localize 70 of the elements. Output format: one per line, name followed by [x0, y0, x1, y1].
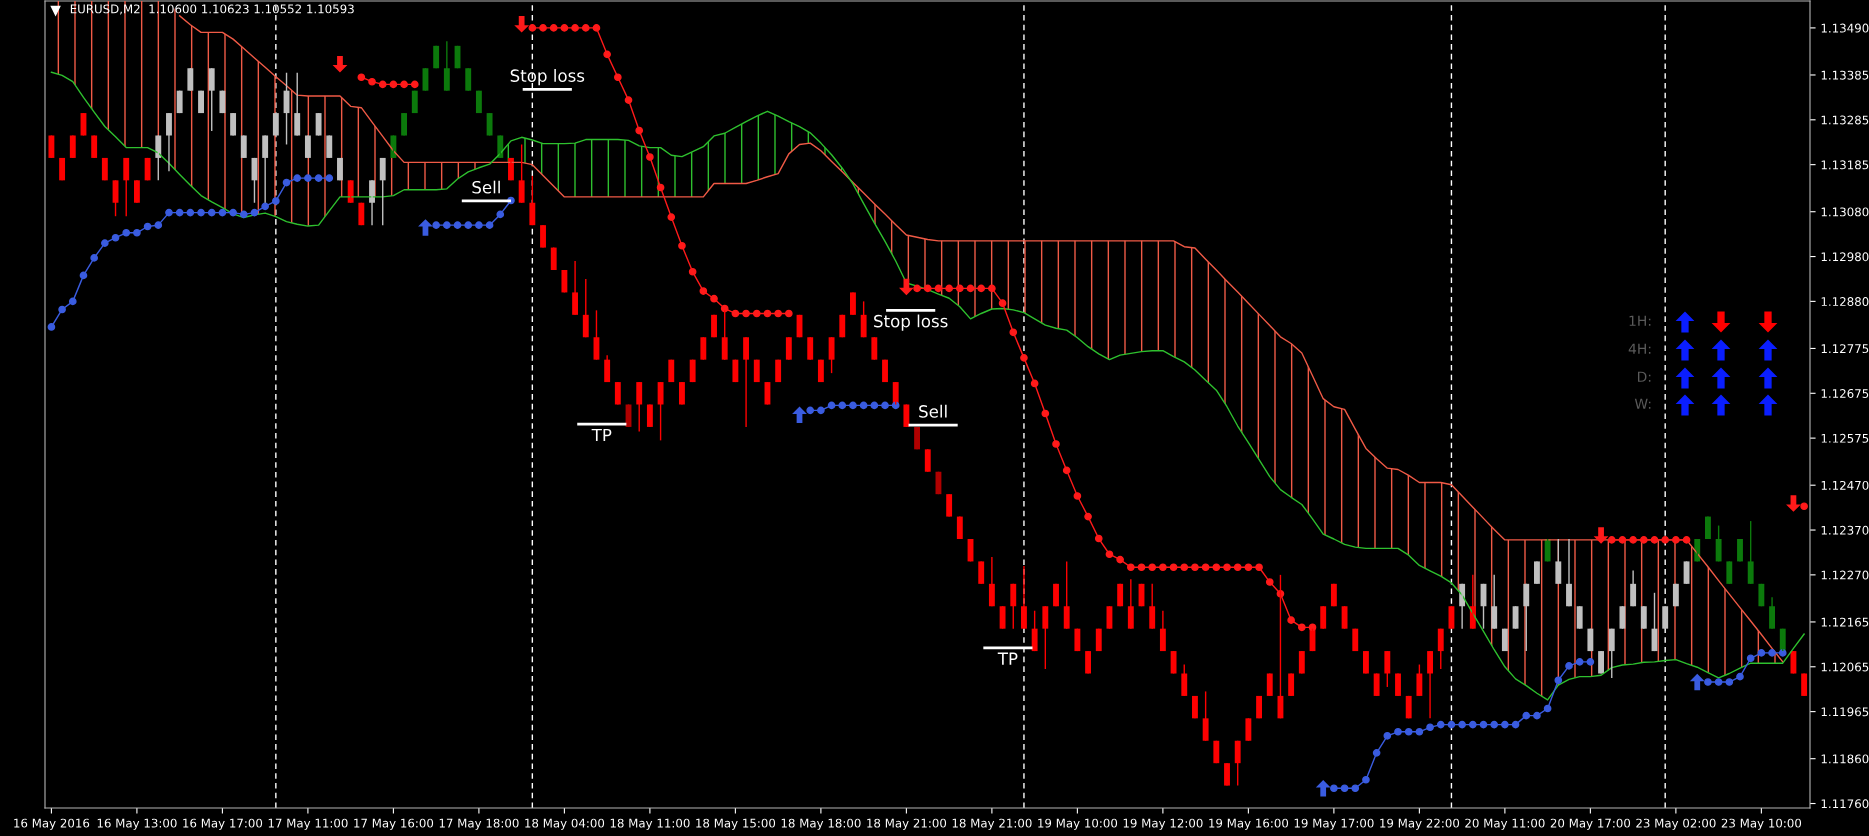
x-tick-label: 16 May 13:00 [97, 818, 177, 830]
annotation: TP [997, 652, 1018, 665]
candlestick [1117, 583, 1124, 607]
candlestick [454, 45, 461, 69]
x-tick-label: 18 May 18:00 [781, 818, 861, 830]
y-tick-label: 1.12575 [1821, 433, 1869, 443]
candlestick [1213, 740, 1220, 764]
point [1315, 780, 1331, 797]
candlestick [1138, 583, 1145, 607]
annotation: W: [1634, 398, 1651, 409]
y-tick-label: 1.12775 [1821, 344, 1869, 354]
point [1593, 527, 1609, 544]
annotation: Stop loss [874, 314, 948, 331]
annotation: Sell [919, 404, 947, 418]
candlestick [711, 314, 717, 338]
y-tick-label: 1.13490 [1821, 23, 1869, 33]
x-tick-label: 18 May 04:00 [525, 818, 605, 830]
x-tick-label: 23 May 10:00 [1721, 818, 1802, 830]
annotation: TP [591, 428, 612, 442]
candlestick [1053, 583, 1059, 607]
candlestick [935, 471, 942, 495]
point [1689, 673, 1705, 691]
x-tick-label: 19 May 16:00 [1209, 818, 1289, 830]
point [1786, 495, 1801, 512]
x-tick-label: 17 May 18:00 [439, 818, 519, 830]
y-tick-label: 1.12370 [1821, 525, 1869, 535]
x-tick-label: 18 May 21:00 [867, 818, 947, 830]
candlestick [796, 314, 803, 338]
candlestick [1672, 583, 1679, 607]
annotation: 4H: [1628, 343, 1651, 354]
x-tick-label: 20 May 11:00 [1465, 818, 1545, 830]
annotation: Sell [472, 180, 500, 194]
x-tick-label: 19 May 12:00 [1123, 818, 1203, 830]
point [514, 16, 530, 33]
x-tick-label: 18 May 15:00 [696, 818, 776, 830]
candlestick [839, 314, 846, 338]
y-tick-label: 1.12470 [1821, 480, 1869, 490]
x-tick-label: 19 May 10:00 [1038, 818, 1118, 830]
point [332, 56, 348, 73]
y-tick-label: 1.11760 [1821, 799, 1869, 809]
x-tick-label: 16 May 17:00 [183, 818, 263, 830]
candlestick [1330, 583, 1337, 607]
x-tick-label: 17 May 16:00 [354, 818, 434, 830]
x-tick-label: 18 May 11:00 [610, 818, 690, 830]
candlestick [358, 202, 365, 226]
annotation: Stop loss [510, 69, 585, 86]
y-tick-label: 1.12065 [1821, 662, 1869, 672]
x-tick-label: 20 May 17:00 [1550, 818, 1631, 830]
y-tick-label: 1.12270 [1821, 570, 1869, 580]
y-tick-label: 1.11965 [1821, 707, 1869, 717]
y-tick-label: 1.12880 [1821, 297, 1869, 307]
y-tick-label: 1.11860 [1821, 754, 1869, 764]
x-tick-label: 23 May 02:00 [1636, 818, 1716, 830]
y-tick-label: 1.13080 [1821, 207, 1869, 217]
x-tick-label: 17 May 11:00 [268, 818, 348, 830]
annotation: 1H: [1629, 315, 1651, 326]
point [418, 219, 433, 236]
x-tick-label: 19 May 22:00 [1380, 818, 1460, 830]
annotation: D: [1637, 371, 1651, 382]
y-tick-label: 1.13385 [1821, 70, 1869, 80]
x-tick-label: 16 May 2016 [14, 818, 90, 830]
y-tick-label: 1.12675 [1821, 389, 1869, 398]
candlestick [433, 45, 440, 69]
x-tick-label: 19 May 17:00 [1294, 818, 1374, 830]
x-tick-label: 18 May 21:00 [952, 818, 1032, 830]
y-tick-label: 1.13185 [1821, 160, 1869, 170]
y-tick-label: 1.12980 [1821, 252, 1869, 262]
y-tick-label: 1.12165 [1821, 617, 1869, 627]
candlestick [1758, 583, 1765, 607]
y-tick-label: 1.13285 [1821, 115, 1869, 125]
